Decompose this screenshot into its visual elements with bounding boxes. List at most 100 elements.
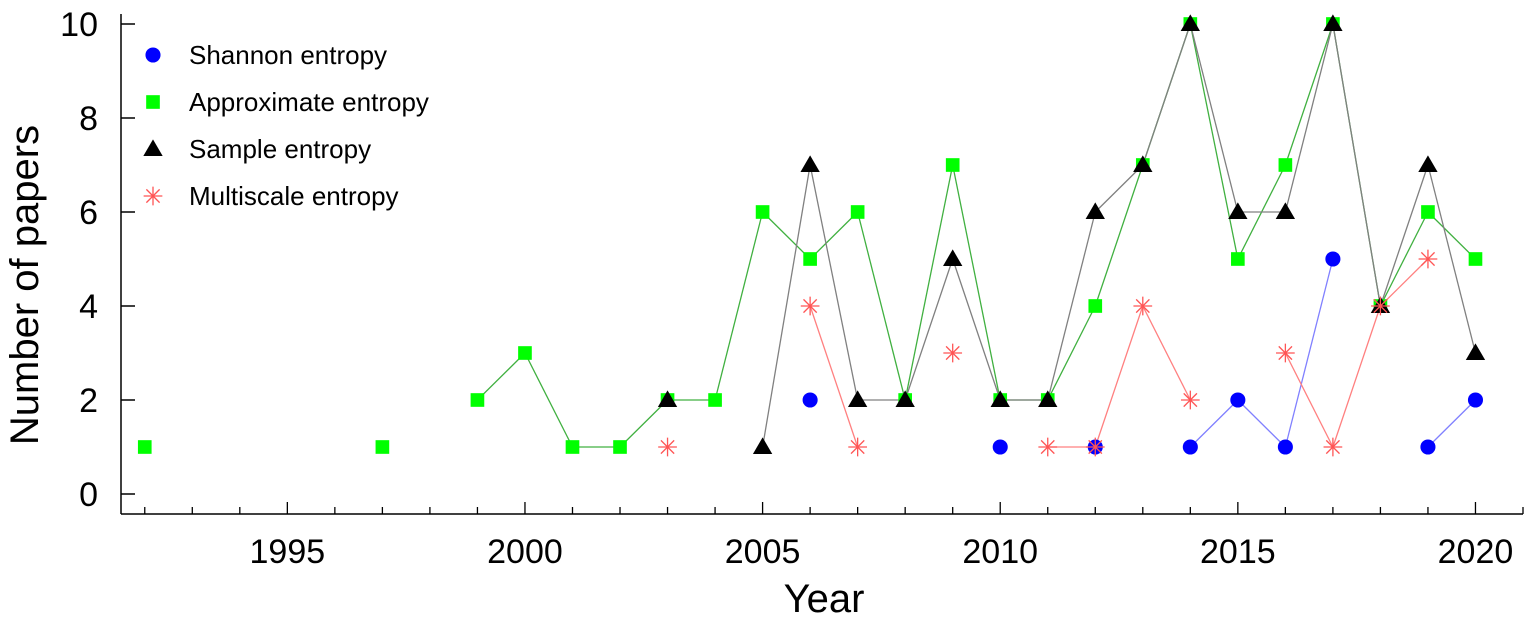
- line-segment: [1189, 23, 1239, 213]
- line-segment: [1379, 258, 1429, 307]
- legend-marker: [146, 95, 160, 109]
- legend-marker: [143, 139, 163, 157]
- data-point: [943, 249, 963, 267]
- line-segment: [1284, 23, 1334, 166]
- data-point: [1133, 296, 1153, 316]
- axes: 0 2 4 6 8 10 1995 2000 2005 2010 2015 2020: [60, 6, 1524, 571]
- x-tick-label: 1995: [250, 533, 326, 571]
- data-point: [657, 390, 678, 408]
- line-segment: [524, 352, 574, 448]
- data-point: [470, 393, 485, 407]
- data-point: [802, 392, 818, 408]
- line-segment: [1142, 23, 1191, 166]
- asterisk-stroke: [1278, 345, 1293, 361]
- data-point: [945, 158, 960, 172]
- y-tick-label: 4: [79, 288, 98, 326]
- data-point: [1180, 14, 1200, 32]
- legend-item: Sample entropy: [143, 134, 371, 164]
- line-segment: [1094, 164, 1144, 307]
- data-point: [850, 205, 865, 219]
- line-segment: [1332, 23, 1382, 307]
- line-segment: [1379, 211, 1429, 307]
- x-tick-label: 2010: [962, 533, 1038, 571]
- data-point: [847, 390, 868, 408]
- legend-label: Approximate entropy: [189, 87, 429, 117]
- data-point: [895, 390, 915, 408]
- legend-marker: [143, 186, 163, 206]
- legend-item: Shannon entropy: [145, 40, 387, 70]
- data-point: [1133, 155, 1153, 173]
- line-segment: [1427, 399, 1476, 448]
- line-segment: [714, 211, 764, 401]
- y-tick-label: 8: [79, 100, 98, 138]
- line-segment: [476, 352, 526, 401]
- data-point: [990, 390, 1010, 408]
- line-segment: [904, 164, 954, 401]
- asterisk-stroke: [145, 188, 161, 204]
- asterisk-stroke: [1088, 439, 1103, 455]
- series-markers-multiscale-entropy: [658, 249, 1438, 457]
- legend-label: Sample entropy: [189, 134, 371, 164]
- data-point: [1180, 390, 1200, 410]
- line-segment: [809, 164, 859, 401]
- line-segment: [1284, 23, 1334, 213]
- data-point: [1325, 251, 1341, 267]
- line-segment: [1142, 305, 1191, 401]
- asterisk-stroke: [1325, 439, 1340, 455]
- data-point: [1182, 439, 1198, 455]
- data-point: [943, 343, 963, 363]
- data-point: [1228, 202, 1248, 220]
- legend-item: Approximate entropy: [146, 87, 429, 117]
- line-segment: [952, 258, 1001, 401]
- y-axis-title: Number of papers: [3, 125, 47, 445]
- asterisk-stroke: [1373, 298, 1388, 314]
- data-point: [708, 393, 722, 407]
- data-point: [1038, 390, 1058, 408]
- data-point: [1420, 439, 1436, 455]
- y-tick-label: 10: [60, 6, 98, 44]
- data-point: [1278, 158, 1293, 172]
- asterisk-stroke: [1135, 298, 1150, 314]
- x-tick-label: 2015: [1200, 533, 1276, 571]
- data-point: [1277, 439, 1293, 455]
- series-markers: [137, 14, 1486, 457]
- series-line-multiscale-entropy: [809, 258, 1429, 448]
- data-point: [848, 437, 868, 457]
- data-point: [1468, 252, 1483, 266]
- data-point: [1418, 155, 1438, 173]
- asterisk-stroke: [660, 439, 675, 455]
- y-tick-label: 6: [79, 194, 98, 232]
- data-point: [1418, 249, 1438, 269]
- x-tick-label: 2005: [725, 533, 801, 571]
- data-point: [1276, 343, 1295, 363]
- legend: Shannon entropy Approximate entropy Sample…: [143, 40, 429, 211]
- data-point: [1231, 252, 1245, 266]
- line-segment: [1237, 399, 1286, 448]
- series-line-shannon-entropy: [1189, 258, 1476, 448]
- series-markers-shannon-entropy: [802, 251, 1484, 455]
- data-point: [755, 205, 770, 219]
- series-markers-sample-entropy: [657, 14, 1486, 455]
- line-segment: [1427, 164, 1477, 354]
- line-segment: [1094, 164, 1144, 213]
- data-point: [137, 440, 152, 454]
- data-point: [1088, 299, 1103, 313]
- x-tick-label: 2020: [1438, 533, 1514, 571]
- series-line-sample-entropy: [761, 23, 1477, 448]
- line-segment: [762, 211, 811, 260]
- data-point: [658, 437, 677, 457]
- line-segment: [809, 211, 859, 260]
- data-point: [375, 440, 390, 454]
- data-point: [803, 252, 817, 266]
- x-axis-title: Year: [784, 577, 865, 621]
- line-segment: [1284, 258, 1334, 448]
- y-tick-label: 2: [79, 382, 98, 420]
- asterisk-stroke: [803, 298, 818, 314]
- legend-label: Shannon entropy: [189, 40, 387, 70]
- line-segment: [857, 211, 906, 401]
- data-point: [992, 439, 1008, 455]
- asterisk-stroke: [1040, 439, 1055, 455]
- line-segment: [1284, 352, 1334, 448]
- data-point: [752, 437, 773, 455]
- data-point: [1275, 202, 1296, 220]
